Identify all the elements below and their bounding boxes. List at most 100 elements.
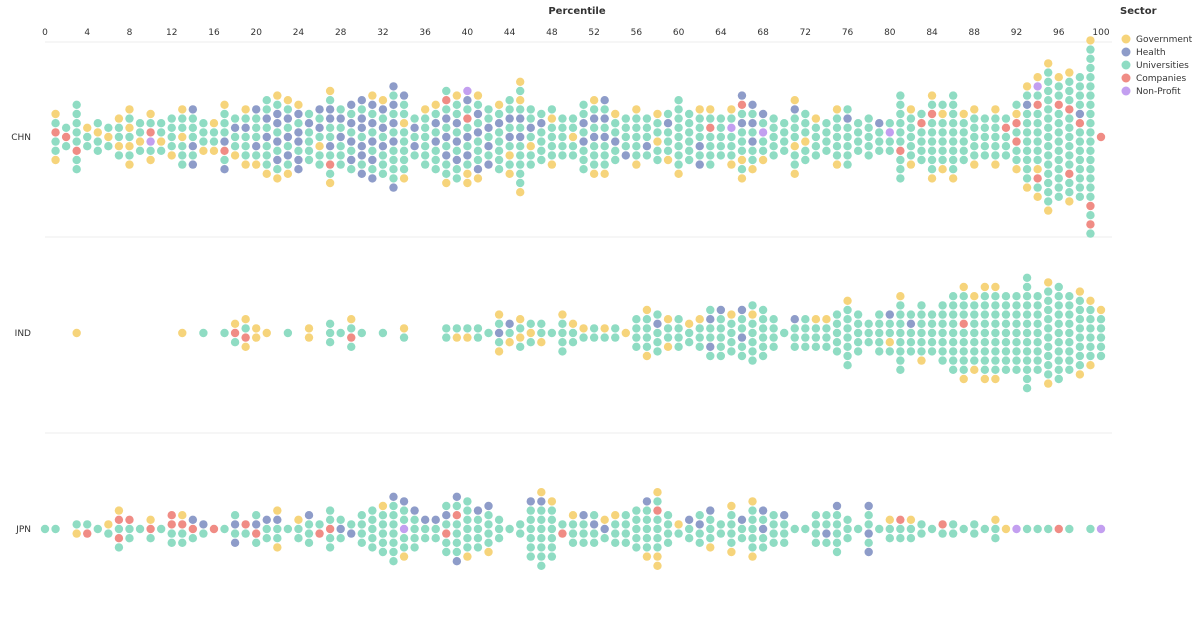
data-point	[1001, 356, 1011, 365]
data-point	[378, 538, 388, 547]
data-point	[727, 328, 736, 338]
data-point	[146, 524, 155, 534]
data-point	[642, 342, 652, 351]
data-point	[948, 301, 958, 310]
data-point	[241, 520, 250, 529]
data-point	[494, 534, 504, 543]
data-point	[875, 146, 884, 155]
legend-label: Government	[1136, 35, 1193, 45]
data-point	[1096, 132, 1106, 142]
data-point	[737, 333, 747, 342]
data-point	[273, 165, 282, 174]
data-point	[357, 96, 366, 105]
data-point	[452, 324, 462, 333]
data-point	[537, 515, 546, 524]
data-point	[442, 132, 451, 142]
data-point	[156, 119, 166, 128]
data-point	[663, 511, 673, 520]
data-point	[758, 109, 768, 119]
data-point	[357, 160, 366, 169]
data-point	[558, 123, 567, 132]
data-point	[811, 142, 821, 151]
data-point	[146, 515, 155, 524]
data-point	[304, 109, 314, 119]
data-point	[589, 151, 599, 160]
data-point	[1044, 77, 1053, 87]
data-point	[347, 155, 356, 165]
x-tick-label: 12	[166, 28, 177, 38]
data-point	[843, 160, 852, 169]
data-point	[790, 524, 799, 534]
data-point	[737, 165, 747, 174]
data-point	[927, 155, 937, 165]
data-point	[748, 534, 757, 543]
data-point	[241, 114, 250, 123]
legend-label: Non-Profit	[1136, 87, 1181, 97]
data-point	[378, 529, 388, 538]
data-point	[1054, 128, 1063, 137]
data-point	[199, 128, 208, 137]
data-point	[938, 520, 947, 529]
data-point	[927, 119, 937, 128]
data-point	[283, 151, 293, 160]
data-point	[959, 301, 968, 310]
data-point	[547, 524, 557, 534]
data-point	[663, 119, 673, 128]
data-point	[716, 305, 726, 315]
data-point	[547, 328, 557, 338]
data-point	[737, 119, 747, 128]
data-point	[452, 137, 462, 146]
data-point	[790, 342, 799, 351]
data-point	[653, 146, 662, 155]
data-point	[368, 165, 377, 174]
data-point	[304, 511, 314, 520]
data-point	[748, 347, 757, 356]
data-point	[473, 543, 483, 552]
data-point	[811, 123, 821, 132]
data-point	[959, 310, 968, 319]
data-point	[146, 128, 155, 137]
legend-label: Companies	[1136, 74, 1187, 84]
data-point	[948, 365, 958, 374]
data-point	[505, 105, 514, 114]
data-point	[262, 169, 271, 178]
data-point	[822, 342, 831, 351]
data-point	[758, 324, 768, 333]
data-point	[463, 169, 472, 178]
data-point	[442, 538, 451, 547]
data-point	[875, 338, 884, 347]
data-point	[1086, 229, 1095, 238]
data-point	[684, 328, 694, 338]
data-point	[1044, 361, 1053, 370]
data-point	[368, 543, 377, 552]
data-point	[991, 301, 1000, 310]
data-point	[684, 146, 694, 155]
data-point	[822, 128, 831, 137]
data-point	[1065, 142, 1074, 151]
data-point	[442, 529, 451, 538]
data-point	[822, 146, 831, 155]
data-point	[1086, 119, 1095, 128]
data-point	[1033, 146, 1042, 155]
data-point	[1022, 338, 1032, 347]
data-point	[188, 534, 198, 543]
data-point	[378, 96, 388, 105]
data-point	[600, 324, 609, 333]
data-point	[822, 529, 831, 538]
data-point	[325, 160, 335, 169]
data-point	[516, 142, 525, 151]
data-point	[790, 142, 799, 151]
data-point	[325, 543, 335, 552]
data-point	[727, 151, 736, 160]
data-point	[252, 160, 261, 169]
data-point	[516, 324, 525, 333]
data-point	[304, 520, 314, 529]
data-point	[1022, 384, 1032, 393]
data-point	[927, 146, 937, 155]
data-point	[948, 292, 958, 301]
data-point	[431, 137, 440, 146]
data-point	[347, 342, 356, 351]
data-point	[737, 155, 747, 165]
data-point	[188, 105, 198, 114]
data-point	[811, 529, 821, 538]
